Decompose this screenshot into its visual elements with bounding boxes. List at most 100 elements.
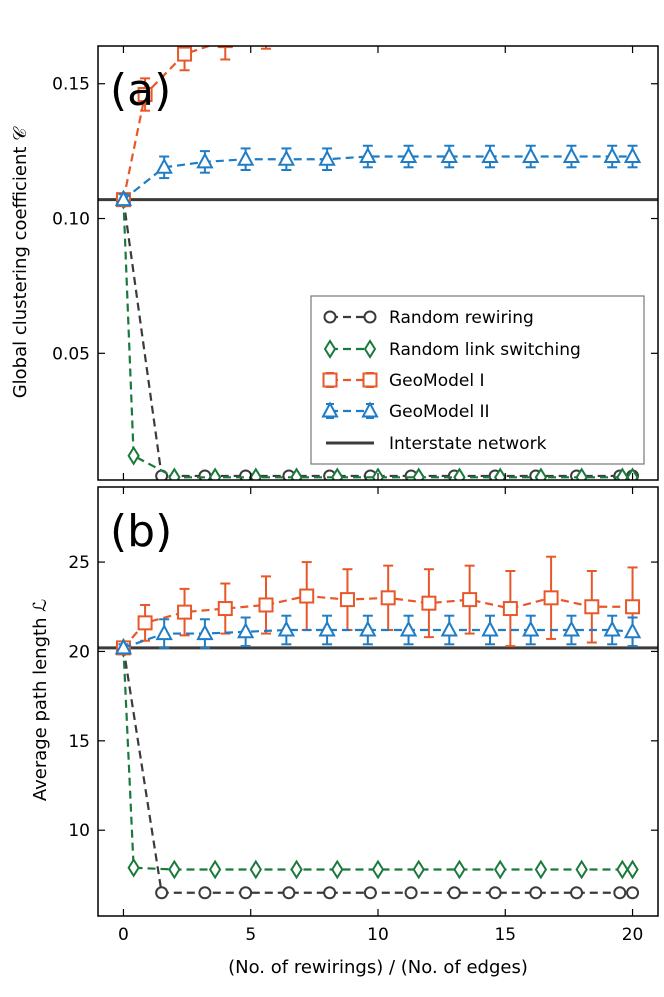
data-point [562, 146, 581, 164]
data-point [626, 886, 640, 900]
legend-label: GeoModel II [389, 402, 490, 422]
data-point [300, 18, 313, 31]
series-geomodel-2-a [114, 144, 642, 207]
data-point [529, 886, 543, 900]
data-point [522, 620, 540, 637]
data-point [545, 0, 558, 1]
data-point [421, 595, 437, 611]
data-point [249, 467, 262, 480]
data-point [196, 152, 214, 169]
data-point [341, 7, 354, 20]
data-point [463, 0, 476, 9]
legend-entry: Interstate network [326, 434, 547, 454]
legend-entries: Random rewiring Random link switching GeoM… [321, 308, 581, 454]
y-tick-label: 0.05 [52, 344, 90, 364]
data-point [217, 601, 233, 617]
legend-marker [363, 310, 377, 324]
x-tick-label: 5 [245, 925, 256, 945]
data-point [208, 467, 222, 480]
data-point [277, 620, 296, 637]
data-point [339, 592, 355, 608]
data-point [155, 623, 173, 641]
data-point [127, 445, 140, 466]
data-point [494, 467, 507, 480]
data-point [249, 859, 262, 880]
panel-b: 0 5 10 15 20 10 15 20 25 (b) Average path length… [30, 486, 659, 978]
ticks-a: 0.05 0.10 0.15 [52, 46, 658, 480]
legend-marker [321, 401, 339, 418]
data-point [290, 467, 303, 480]
legend: Random rewiring Random link switching GeoM… [310, 295, 645, 465]
data-point [570, 886, 584, 900]
data-point [260, 23, 273, 36]
data-point [155, 157, 173, 174]
data-point [318, 620, 336, 637]
data-point [488, 886, 502, 900]
data-point [168, 859, 181, 880]
legend-marker [323, 339, 337, 359]
data-point [114, 190, 133, 207]
series-line [122, 46, 213, 200]
data-point [616, 467, 629, 480]
panel-label-a: (a) [110, 65, 171, 116]
data-point [363, 886, 377, 900]
data-point [168, 467, 181, 480]
data-point [399, 146, 418, 164]
series-line [122, 647, 633, 871]
ticks-b: 0 5 10 15 20 10 15 20 25 [68, 487, 658, 945]
data-point [196, 623, 214, 641]
series-line [122, 647, 633, 894]
data-point [359, 620, 377, 637]
data-point [236, 149, 255, 166]
data-point [502, 601, 518, 617]
y-tick-label: 15 [68, 732, 90, 752]
data-point [494, 859, 507, 880]
legend-label: GeoModel I [389, 371, 485, 391]
plot-area-b [98, 555, 658, 900]
data-point [462, 592, 478, 608]
y-axis-label-a: Global clustering coefficient 𝒞 [10, 126, 31, 398]
data-point [371, 859, 385, 880]
data-point [603, 620, 621, 637]
data-point [440, 146, 458, 164]
data-point [114, 638, 133, 655]
legend-marker [323, 310, 337, 324]
data-point [481, 146, 499, 164]
data-point [399, 620, 418, 637]
data-point [584, 599, 600, 615]
series-geomodel-1-b [115, 555, 641, 656]
y-tick-label: 10 [68, 821, 90, 841]
x-tick-label: 15 [494, 925, 516, 945]
x-tick-label: 20 [622, 925, 644, 945]
data-point [453, 467, 466, 480]
data-point [453, 859, 466, 880]
data-point [359, 146, 377, 164]
data-point [447, 886, 461, 900]
data-point [208, 859, 222, 880]
legend-label: Interstate network [389, 434, 547, 454]
data-point [534, 859, 548, 880]
data-point [299, 588, 315, 604]
data-point [626, 859, 639, 880]
series-geomodel-2-b [114, 614, 642, 655]
legend-marker [362, 372, 378, 388]
legend-marker [361, 401, 379, 418]
legend-marker [322, 372, 338, 388]
y-tick-label: 0.15 [52, 75, 90, 95]
data-point [258, 597, 274, 613]
data-point [127, 857, 140, 878]
legend-entry: Random link switching [323, 339, 581, 360]
data-point [404, 886, 418, 900]
y-tick-label: 0.10 [52, 210, 90, 230]
series-random-link-switching-b [117, 637, 639, 880]
panel-label-b: (b) [110, 506, 172, 557]
data-point [198, 886, 212, 900]
data-point [236, 622, 255, 639]
data-point [412, 859, 425, 880]
data-point [177, 46, 193, 62]
axes-frame-b [97, 486, 659, 917]
data-point [155, 886, 169, 900]
y-axis-label-b: Average path length ℒ [30, 599, 51, 801]
legend-entry: GeoModel II [321, 401, 490, 422]
data-point [562, 620, 581, 637]
